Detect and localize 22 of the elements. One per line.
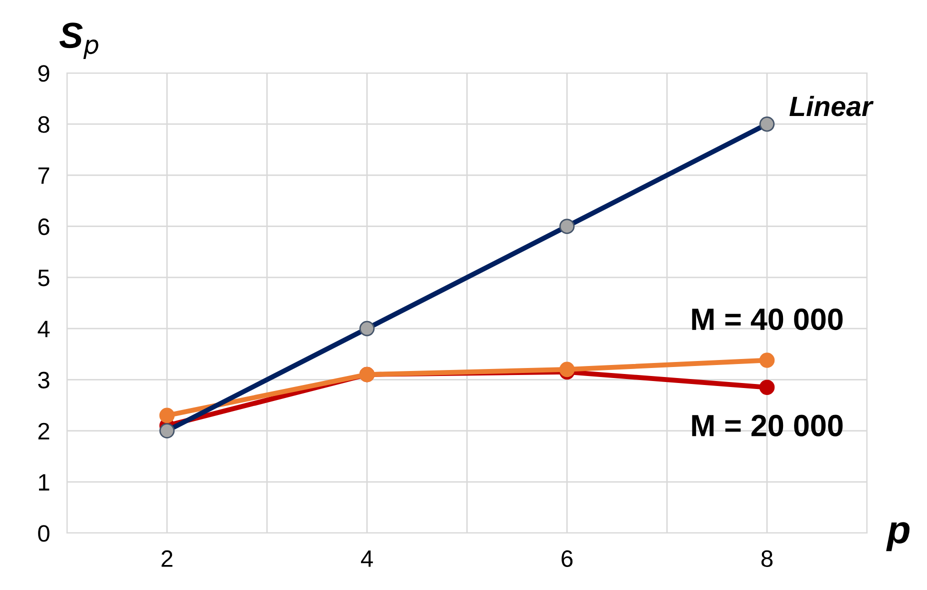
y-tick-label: 7 [38, 168, 50, 184]
y-tick-label: 0 [38, 525, 50, 542]
y-tick-label: 4 [38, 320, 50, 338]
y-tick-label: 2 [38, 422, 50, 440]
y-tick-label: 3 [38, 372, 50, 388]
y-tick-label: 6 [38, 218, 50, 236]
series-label: M = 40 000 [692, 308, 843, 330]
x-tick-label: 4 [360, 550, 373, 567]
y-tick-label: 9 [38, 65, 50, 82]
x-tick-label: 8 [761, 550, 773, 568]
y-tick-label: 1 [39, 474, 50, 490]
series-label: Linear [789, 96, 874, 116]
point [759, 352, 775, 368]
x-axis-title: p [886, 522, 910, 552]
y-tick-label: 8 [38, 116, 50, 133]
x-tick-label: 6 [562, 550, 573, 568]
point [759, 380, 775, 395]
x-tick-label: 2 [162, 550, 172, 567]
series-label: M = 20 000 [692, 414, 843, 436]
y-tick-label: 5 [38, 270, 50, 286]
y-axis-title: S$_{p}$ [59, 22, 98, 59]
point [159, 408, 175, 424]
